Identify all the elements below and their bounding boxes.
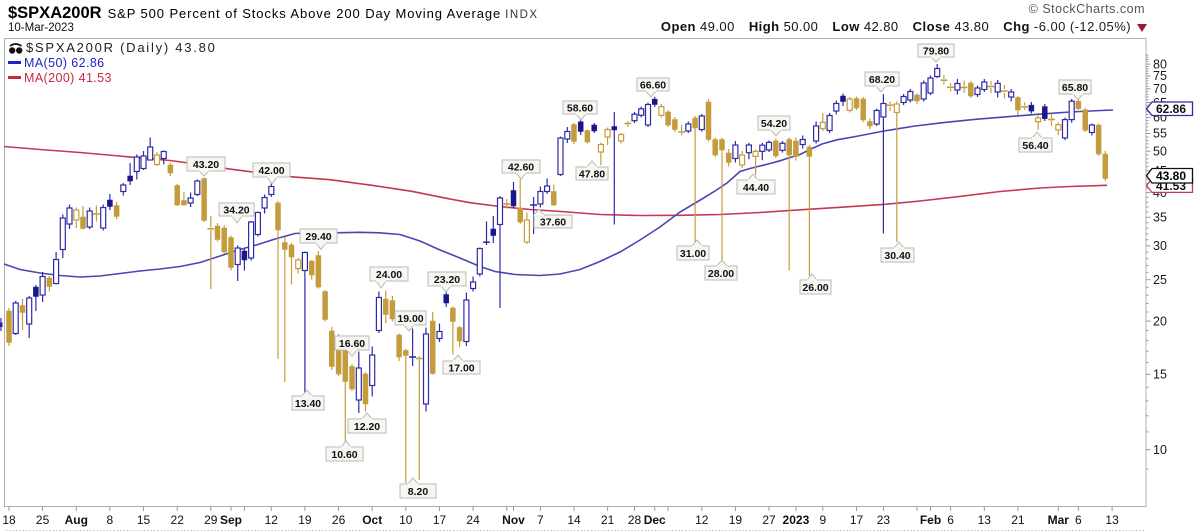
- svg-text:10: 10: [1153, 443, 1167, 457]
- svg-text:18: 18: [2, 513, 16, 527]
- svg-text:15: 15: [1153, 368, 1167, 382]
- svg-text:6: 6: [1075, 513, 1082, 527]
- svg-text:10: 10: [399, 513, 413, 527]
- svg-text:47.80: 47.80: [579, 169, 605, 181]
- svg-text:23.20: 23.20: [434, 274, 460, 286]
- svg-text:26.00: 26.00: [802, 282, 828, 294]
- svg-text:43.20: 43.20: [193, 159, 219, 171]
- svg-text:Sep: Sep: [220, 513, 242, 527]
- svg-text:21: 21: [601, 513, 615, 527]
- svg-text:65.80: 65.80: [1062, 82, 1088, 94]
- svg-text:15: 15: [137, 513, 151, 527]
- svg-text:MA(50) 62.86: MA(50) 62.86: [24, 56, 105, 70]
- svg-text:26: 26: [332, 513, 346, 527]
- svg-text:28: 28: [628, 513, 642, 527]
- svg-text:19.00: 19.00: [397, 313, 423, 325]
- svg-text:30.40: 30.40: [884, 250, 910, 262]
- svg-text:24.00: 24.00: [376, 269, 402, 281]
- svg-text:Dec: Dec: [644, 513, 666, 527]
- svg-text:Oct: Oct: [362, 513, 382, 527]
- svg-text:75: 75: [1153, 69, 1167, 83]
- svg-text:Mar: Mar: [1048, 513, 1070, 527]
- svg-text:12.20: 12.20: [354, 421, 380, 433]
- svg-text:24: 24: [466, 513, 480, 527]
- svg-text:17.00: 17.00: [448, 363, 474, 375]
- svg-text:6: 6: [947, 513, 954, 527]
- svg-text:56.40: 56.40: [1022, 140, 1048, 152]
- svg-text:12: 12: [695, 513, 709, 527]
- svg-text:20: 20: [1153, 314, 1167, 328]
- svg-text:35: 35: [1153, 211, 1167, 225]
- svg-text:70: 70: [1153, 82, 1167, 96]
- svg-text:30: 30: [1153, 239, 1167, 253]
- svg-text:17: 17: [433, 513, 447, 527]
- svg-text:Aug: Aug: [65, 513, 88, 527]
- svg-text:2023: 2023: [783, 513, 810, 527]
- svg-text:22: 22: [171, 513, 185, 527]
- svg-text:Feb: Feb: [920, 513, 941, 527]
- svg-text:43.80: 43.80: [1156, 169, 1186, 183]
- svg-text:50: 50: [1153, 144, 1167, 158]
- svg-text:68.20: 68.20: [869, 74, 895, 86]
- svg-text:58.60: 58.60: [567, 103, 593, 115]
- svg-text:62.86: 62.86: [1156, 102, 1186, 116]
- svg-text:27: 27: [762, 513, 776, 527]
- svg-text:19: 19: [298, 513, 312, 527]
- svg-text:55: 55: [1153, 127, 1167, 141]
- svg-text:$SPXA200R (Daily) 43.80: $SPXA200R (Daily) 43.80: [26, 40, 217, 55]
- svg-text:23: 23: [877, 513, 891, 527]
- svg-text:37.60: 37.60: [540, 217, 566, 229]
- svg-text:MA(200) 41.53: MA(200) 41.53: [24, 71, 112, 85]
- svg-text:13: 13: [1105, 513, 1119, 527]
- svg-text:31.00: 31.00: [680, 248, 706, 260]
- svg-text:19: 19: [729, 513, 743, 527]
- svg-text:21: 21: [1011, 513, 1025, 527]
- svg-text:80: 80: [1153, 57, 1167, 71]
- svg-text:66.60: 66.60: [640, 80, 666, 92]
- svg-text:54.20: 54.20: [761, 118, 787, 130]
- svg-text:Nov: Nov: [502, 513, 525, 527]
- svg-text:29: 29: [204, 513, 218, 527]
- svg-text:44.40: 44.40: [743, 182, 769, 194]
- svg-text:14: 14: [567, 513, 581, 527]
- svg-text:8.20: 8.20: [408, 486, 429, 498]
- svg-text:9: 9: [819, 513, 826, 527]
- svg-text:17: 17: [850, 513, 864, 527]
- svg-text:12: 12: [265, 513, 279, 527]
- svg-text:13.40: 13.40: [295, 398, 321, 410]
- svg-text:42.60: 42.60: [508, 162, 534, 174]
- svg-text:29.40: 29.40: [305, 231, 331, 243]
- svg-text:34.20: 34.20: [223, 205, 249, 217]
- svg-text:8: 8: [107, 513, 114, 527]
- svg-text:25: 25: [1153, 273, 1167, 287]
- svg-text:42.00: 42.00: [258, 165, 284, 177]
- svg-text:7: 7: [537, 513, 544, 527]
- svg-text:79.80: 79.80: [923, 46, 949, 58]
- svg-text:25: 25: [36, 513, 50, 527]
- svg-text:10.60: 10.60: [331, 449, 357, 461]
- svg-text:28.00: 28.00: [708, 268, 734, 280]
- svg-text:16.60: 16.60: [339, 338, 365, 350]
- svg-text:13: 13: [978, 513, 992, 527]
